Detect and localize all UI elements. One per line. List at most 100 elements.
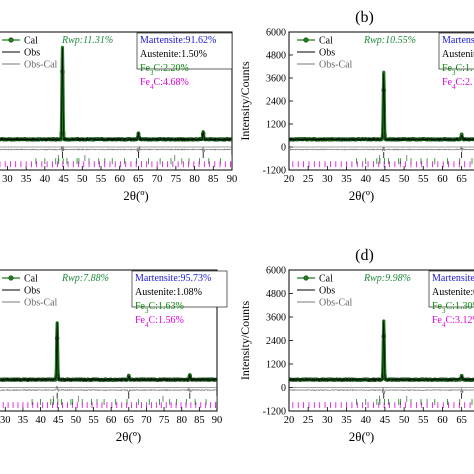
legend-marker (8, 37, 14, 43)
phase-box: Martensite Austenite:0 Fe3C:1.30%Fe4C:3.12… (428, 270, 474, 329)
x-tick-label: 70 (141, 415, 152, 426)
phase-3: Fe3C:1.30% (432, 301, 474, 315)
series-cal-markers (289, 88, 474, 142)
legend-label: Obs-Cal (24, 298, 58, 309)
x-tick-label: 35 (341, 415, 352, 426)
y-tick-label: -1200 (263, 407, 286, 418)
x-tick-label: 45 (58, 174, 69, 185)
series-obs-cal (289, 146, 474, 152)
bragg-row-4 (2, 402, 216, 409)
bragg-row-3 (356, 398, 473, 405)
series-obs (289, 72, 474, 142)
x-tick-label: 55 (418, 174, 429, 185)
x-tick-label: 55 (96, 174, 107, 185)
phase-box: Martensite Austenite Fe3C:1.Fe4C:2. (438, 32, 474, 91)
x-tick-label: 60 (437, 174, 448, 185)
y-axis-label: Intensity/Counts (238, 61, 252, 141)
x-tick-label: 80 (176, 415, 187, 426)
rwp-label: Rwp:9.98% (363, 273, 411, 284)
x-tick-label: 65 (456, 415, 467, 426)
series-cal-markers (289, 334, 474, 382)
legend-marker (303, 275, 309, 281)
x-tick-label: 25 (303, 174, 314, 185)
legend-label: Obs-Cal (319, 298, 353, 309)
phase-4: Fe4C:2. (442, 77, 472, 91)
series-obs (289, 320, 474, 382)
x-tick-label: 20 (284, 415, 295, 426)
x-tick-label: 35 (341, 174, 352, 185)
series-obs-cal (0, 385, 217, 395)
x-tick-label: 80 (189, 174, 200, 185)
y-tick-label: 2400 (266, 97, 286, 108)
y-tick-label: 2400 (266, 336, 286, 347)
phase-box: Martensite:91.62% Austenite:1.50% Fe3C:2.2… (136, 32, 233, 91)
series-cal (0, 321, 217, 382)
x-tick-label: 75 (171, 174, 182, 185)
plot-area (0, 321, 217, 409)
x-tick-label: 45 (53, 415, 64, 426)
bragg-row-1 (56, 392, 191, 399)
bragg-row-4 (292, 161, 471, 168)
panel-d: 202530354045505560657072θ(º)-12000120024… (238, 247, 474, 444)
x-tick-label: 50 (399, 415, 410, 426)
legend-marker (8, 275, 14, 281)
y-tick-label: 4800 (266, 51, 286, 62)
x-tick-label: 70 (152, 174, 163, 185)
x-tick-label: 40 (360, 174, 371, 185)
series-obs (0, 47, 232, 142)
x-tick-label: 65 (124, 415, 135, 426)
x-tick-label: 60 (437, 415, 448, 426)
bragg-row-2 (57, 155, 232, 162)
x-tick-label: 50 (399, 174, 410, 185)
x-tick-label: 60 (106, 415, 117, 426)
bragg-row-2 (52, 395, 217, 402)
legend-marker (303, 37, 309, 43)
y-tick-label: 1200 (266, 360, 286, 371)
x-tick-label: 65 (456, 174, 467, 185)
legend-label: Cal (319, 36, 333, 47)
x-tick-label: 40 (360, 415, 371, 426)
series-obs-cal (0, 146, 232, 154)
x-tick-label: 30 (0, 415, 11, 426)
y-tick-label: 0 (281, 143, 286, 154)
phase-2: Austenite:1.08% (135, 287, 202, 298)
y-axis-label: Intensity/Counts (238, 301, 252, 381)
panel-a: 25303540455055606570758085902θ(º)CalObsO… (0, 31, 238, 203)
x-tick-label: 55 (418, 415, 429, 426)
x-tick-label: 45 (380, 415, 391, 426)
x-tick-label: 40 (40, 174, 51, 185)
legend-label: Obs-Cal (319, 60, 353, 71)
phase-box-frame (438, 32, 474, 70)
phase-box: Martensite:95.73% Austenite:1.08% Fe3C:1.6… (131, 270, 228, 329)
x-tick-label: 35 (18, 415, 29, 426)
y-tick-label: 6000 (266, 28, 286, 39)
x-tick-label: 30 (322, 174, 333, 185)
phase-3: Fe3C:2.20% (140, 63, 189, 77)
x-axis-label: 2θ(º) (123, 188, 148, 203)
phase-box-frame (131, 270, 228, 308)
series-cal-markers (0, 69, 232, 142)
panel-c: 25303540455055606570758085902θ(º)CalObsO… (0, 269, 228, 444)
legend-label: Obs (24, 48, 40, 59)
plot-area (0, 45, 232, 168)
phase-3: Fe3C:1. (442, 63, 472, 77)
rwp-label: Rwp:10.55% (363, 35, 416, 46)
phase-box-frame (136, 32, 233, 70)
bragg-row-1 (383, 152, 463, 159)
x-tick-label: 20 (284, 174, 295, 185)
legend-label: Obs (319, 286, 335, 297)
cal-point (53, 377, 58, 382)
x-tick-label: 65 (133, 174, 144, 185)
phase-box-frame (428, 270, 474, 308)
y-tick-label: 3600 (266, 313, 286, 324)
legend-label: Obs (319, 48, 335, 59)
x-tick-label: 75 (159, 415, 170, 426)
phase-2: Austenite (442, 49, 474, 60)
phase-4: Fe4C:1.56% (135, 315, 184, 329)
x-tick-label: 90 (227, 174, 238, 185)
phase-1: Martensite (432, 273, 474, 284)
